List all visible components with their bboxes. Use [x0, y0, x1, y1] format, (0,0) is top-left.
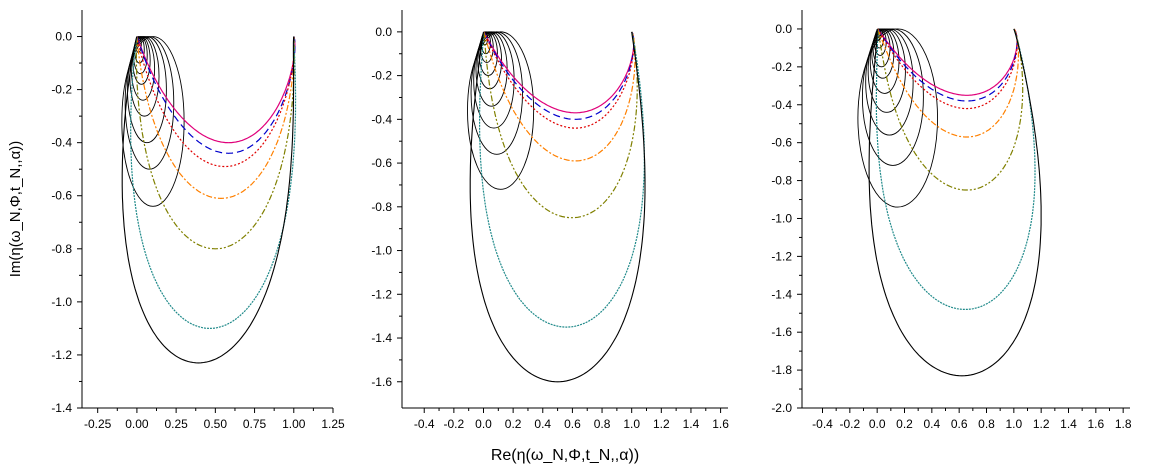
x-tick-label: 1.25 [321, 417, 345, 431]
y-tick-label: -1.6 [371, 375, 392, 389]
x-tick-label: 1.00 [282, 417, 306, 431]
series-curve-7 [868, 28, 1042, 377]
y-tick-label: 0.0 [775, 22, 792, 36]
series-curve-1 [136, 36, 296, 144]
y-tick-label: -0.4 [51, 136, 72, 150]
x-axis-title: Re(η(ω_N,Φ,t_N,,α)) [491, 447, 639, 464]
series-curve-5 [482, 31, 638, 219]
x-tick-label: 0.8 [978, 417, 995, 431]
y-tick-label: -2.0 [771, 401, 792, 415]
x-tick-label: -0.2 [444, 417, 465, 431]
loop-circle [467, 31, 535, 190]
x-tick-label: 0.6 [951, 417, 968, 431]
y-tick-label: -0.8 [371, 200, 392, 214]
series-curve-4 [482, 31, 636, 162]
y-tick-label: 0.0 [55, 30, 72, 44]
series-curve-6 [130, 36, 297, 330]
y-tick-label: -0.2 [771, 60, 792, 74]
x-tick-label: 1.4 [1060, 417, 1077, 431]
x-tick-label: 0.2 [505, 417, 522, 431]
y-tick-label: -0.6 [371, 156, 392, 170]
x-tick-label: 1.6 [712, 417, 729, 431]
x-tick-label: 1.0 [623, 417, 640, 431]
series-curve-4 [136, 36, 295, 200]
chart-panel-2: 0.0-0.2-0.4-0.6-0.8-1.0-1.2-1.4-1.6-0.4-… [371, 10, 729, 464]
loop-circle [470, 31, 523, 155]
x-tick-label: 1.6 [1087, 417, 1104, 431]
x-tick-label: 1.8 [1115, 417, 1132, 431]
y-tick-label: -0.2 [371, 69, 392, 83]
series-curve-3 [136, 36, 296, 168]
loop-circle [861, 28, 924, 166]
x-tick-label: -0.2 [839, 417, 860, 431]
x-tick-label: 0.75 [243, 417, 267, 431]
y-axis-title: Im(η(ω_N,Φ,t_N,,α)) [7, 141, 24, 278]
y-tick-label: -0.4 [771, 98, 792, 112]
y-tick-label: -1.2 [371, 287, 392, 301]
y-tick-label: -1.4 [51, 401, 72, 415]
x-tick-label: 0.8 [594, 417, 611, 431]
chart-panel-1: 0.0 -0.2 -0.4 -0.6 -0.8 -1.0 -1.2 -1.4 -0.25 0.00… [7, 10, 345, 431]
y-tick-label: -0.8 [771, 174, 792, 188]
y-tick-label: 0.0 [375, 25, 392, 39]
series-curve-7 [121, 36, 295, 364]
series-curve-3 [483, 31, 635, 129]
x-tick-label: 0.50 [204, 417, 228, 431]
y-tick-label: -1.2 [771, 249, 792, 263]
series-curve-5 [135, 36, 295, 250]
y-tick-label: -1.8 [771, 363, 792, 377]
x-tick-label: 0.4 [923, 417, 940, 431]
x-tick-label: 0.0 [869, 417, 886, 431]
x-tick-label: 0.2 [896, 417, 913, 431]
y-tick-label: -1.6 [771, 325, 792, 339]
y-tick-label: -1.0 [51, 295, 72, 309]
x-tick-label: 1.2 [1033, 417, 1050, 431]
series-curve-7 [469, 31, 646, 383]
series-curve-1 [876, 28, 1018, 96]
x-tick-label: -0.25 [84, 417, 112, 431]
x-tick-label: 1.0 [1005, 417, 1022, 431]
x-tick-label: -0.4 [812, 417, 833, 431]
series-curve-4 [876, 28, 1019, 138]
chart-panel-3: 0.0 -0.2 -0.4 -0.6 -0.8 -1.0 -1.2 -1.4 -1.6 -1.8 -… [771, 10, 1132, 431]
y-tick-label: -1.4 [771, 287, 792, 301]
series-curve-3 [876, 28, 1018, 110]
series-curve-2 [136, 36, 296, 154]
x-tick-label: 1.4 [683, 417, 700, 431]
y-tick-label: -0.2 [51, 83, 72, 97]
y-tick-label: -1.4 [371, 331, 392, 345]
loop-circle [857, 28, 938, 208]
y-tick-label: -1.0 [371, 244, 392, 258]
x-tick-label: 0.4 [534, 417, 551, 431]
series-curve-2 [483, 31, 635, 120]
series-curve-2 [876, 28, 1018, 102]
loop-circle [124, 36, 175, 170]
y-tick-label: -1.2 [51, 348, 72, 362]
x-tick-label: 0.6 [564, 417, 581, 431]
series-curve-5 [876, 28, 1024, 191]
x-tick-label: 0.0 [475, 417, 492, 431]
loop-circle [121, 36, 185, 207]
x-tick-label: 1.2 [653, 417, 670, 431]
y-tick-label: -1.0 [771, 211, 792, 225]
series-curve-6 [875, 28, 1036, 310]
x-tick-label: 0.00 [125, 417, 149, 431]
y-tick-label: -0.8 [51, 242, 72, 256]
series-curve-1 [483, 31, 635, 114]
y-tick-label: -0.4 [371, 112, 392, 126]
y-tick-label: -0.6 [51, 189, 72, 203]
x-tick-label: -0.4 [414, 417, 435, 431]
y-tick-label: -0.6 [771, 136, 792, 150]
x-tick-label: 0.25 [164, 417, 188, 431]
